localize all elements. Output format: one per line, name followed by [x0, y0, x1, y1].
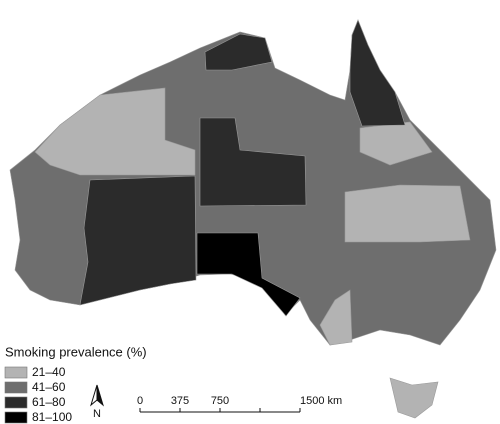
legend-swatch	[4, 411, 28, 424]
scale-label: 0	[137, 395, 143, 407]
north-arrow-right	[96, 384, 104, 407]
region-pilbara	[34, 87, 196, 176]
region-central-nt	[199, 117, 307, 207]
region-cape-york	[349, 19, 406, 127]
scale-bar: 0 375 750 1500 km	[137, 395, 342, 413]
region-west-vic	[319, 289, 353, 346]
scale-label: 750	[211, 395, 229, 407]
region-central-qld	[344, 184, 471, 243]
region-top-end	[204, 33, 273, 71]
map-regions	[9, 19, 497, 419]
legend-title: Smoking prevalence (%)	[5, 344, 147, 359]
north-label: N	[93, 408, 101, 420]
north-arrow: N	[90, 384, 104, 420]
legend-label: 21–40	[32, 365, 66, 379]
region-central-wa	[79, 175, 197, 306]
scale-label: 1500 km	[300, 395, 342, 407]
legend-swatch	[4, 396, 28, 409]
tasmania	[389, 377, 439, 419]
region-sa-south	[196, 232, 301, 317]
legend-label: 41–60	[32, 380, 66, 394]
legend-label: 61–80	[32, 395, 66, 409]
scale-label: 375	[171, 395, 189, 407]
legend-swatch	[4, 366, 28, 379]
legend-label: 81–100	[32, 410, 72, 424]
north-arrow-left	[90, 384, 98, 407]
legend-swatch	[4, 381, 28, 394]
